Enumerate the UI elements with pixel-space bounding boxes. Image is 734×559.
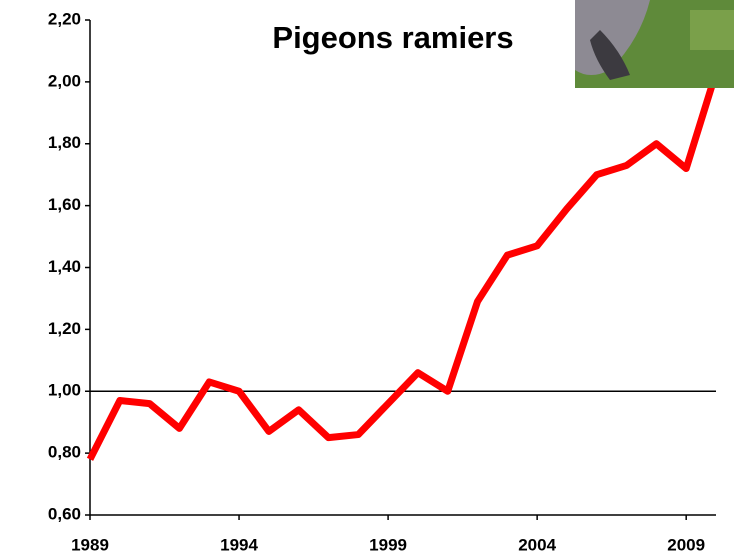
y-tick-label: 2,00 (48, 71, 81, 90)
x-tick-label: 1994 (220, 535, 258, 554)
y-tick-label: 0,60 (48, 504, 81, 523)
y-tick-label: 1,20 (48, 319, 81, 338)
chart-title: Pigeons ramiers (272, 20, 513, 55)
y-tick-label: 1,40 (48, 257, 81, 276)
y-tick-label: 1,00 (48, 381, 81, 400)
y-tick-label: 1,80 (48, 133, 81, 152)
data-line (90, 73, 716, 460)
y-tick-label: 2,20 (48, 9, 81, 28)
x-tick-label: 1989 (71, 535, 109, 554)
y-tick-label: 1,60 (48, 195, 81, 214)
y-tick-label: 0,80 (48, 443, 81, 462)
x-tick-label: 1999 (369, 535, 407, 554)
x-tick-label: 2009 (667, 535, 705, 554)
photo (575, 0, 734, 88)
x-tick-label: 2004 (518, 535, 556, 554)
chart: Pigeons ramiers 0,60 0,80 1,00 1,20 1,40 1,60… (0, 0, 734, 559)
